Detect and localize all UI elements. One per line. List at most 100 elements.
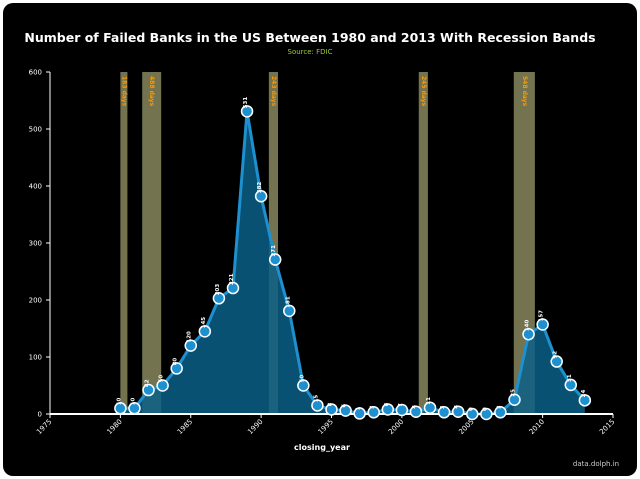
data-label: 3 xyxy=(440,405,446,409)
data-point xyxy=(564,378,578,392)
data-label: 4 xyxy=(454,405,460,409)
data-label: 10 xyxy=(116,397,122,405)
data-point xyxy=(494,406,507,419)
recession-label: 243 days xyxy=(270,76,277,107)
data-label: 50 xyxy=(159,375,165,383)
data-label: 8 xyxy=(384,402,390,406)
data-label: 25 xyxy=(510,389,516,397)
data-point xyxy=(480,407,493,421)
chart-title: Number of Failed Banks in the US Between… xyxy=(24,30,595,45)
x-tick-label: 2015 xyxy=(598,418,616,436)
data-label: 15 xyxy=(313,395,319,403)
x-tick-label: 1980 xyxy=(106,418,124,436)
x-axis-label: closing_year xyxy=(294,443,350,452)
series-area xyxy=(120,111,585,414)
data-label: 157 xyxy=(539,310,545,322)
data-label: 3 xyxy=(370,405,376,409)
data-label: 0 xyxy=(482,407,488,411)
data-point xyxy=(381,403,395,416)
series-line xyxy=(120,109,586,416)
data-point xyxy=(184,339,197,352)
data-point xyxy=(339,404,352,417)
data-point xyxy=(311,399,324,412)
data-point xyxy=(240,105,254,118)
data-point xyxy=(268,253,282,266)
data-label: 203 xyxy=(215,284,221,296)
data-label: 80 xyxy=(173,358,179,366)
recession-band xyxy=(418,72,428,414)
data-label: 51 xyxy=(567,374,573,382)
data-point xyxy=(466,407,479,421)
data-point xyxy=(423,401,437,414)
data-point xyxy=(578,394,592,407)
recession-band xyxy=(120,72,128,414)
data-label: 120 xyxy=(187,331,193,343)
x-tick-label: 1975 xyxy=(35,418,53,436)
data-label: 145 xyxy=(201,317,207,329)
data-label: 3 xyxy=(496,405,502,409)
y-tick-label: 200 xyxy=(29,297,42,305)
recession-label: 548 days xyxy=(521,76,528,107)
data-label: 221 xyxy=(229,273,235,285)
y-tick-label: 500 xyxy=(29,126,42,134)
data-label: 24 xyxy=(581,389,587,397)
data-point xyxy=(198,325,212,338)
x-tick-label: 2000 xyxy=(387,418,405,436)
data-point xyxy=(297,379,310,392)
data-point xyxy=(395,403,409,417)
data-label: 1 xyxy=(356,406,362,410)
data-label: 531 xyxy=(243,97,249,109)
x-tick-label: 2010 xyxy=(528,418,546,436)
data-point xyxy=(536,318,549,331)
data-label: 11 xyxy=(426,397,432,405)
data-point xyxy=(508,393,521,406)
data-label: 8 xyxy=(328,402,334,406)
data-point xyxy=(254,190,268,203)
data-point xyxy=(451,405,465,418)
x-tick-label: 1985 xyxy=(176,418,194,436)
data-point xyxy=(142,383,155,397)
data-label: 181 xyxy=(285,296,291,308)
recession-label: 488 days xyxy=(148,76,155,107)
data-label: 271 xyxy=(271,245,277,257)
y-tick-label: 400 xyxy=(29,183,42,191)
data-point xyxy=(170,362,183,375)
data-point xyxy=(226,281,240,295)
data-label: 382 xyxy=(257,182,263,194)
data-label: 140 xyxy=(525,320,531,332)
credit-text: data.dolph.in xyxy=(573,460,619,468)
data-point xyxy=(156,379,169,392)
chart-subtitle: Source: FDIC xyxy=(288,48,333,56)
data-point xyxy=(437,406,451,419)
data-point xyxy=(353,407,366,420)
y-tick-label: 100 xyxy=(29,354,42,362)
y-tick-label: 300 xyxy=(29,240,42,248)
data-label: 0 xyxy=(468,407,474,411)
recession-label: 245 days xyxy=(420,76,427,107)
recession-band xyxy=(142,72,162,414)
data-point xyxy=(409,405,423,418)
area-layer xyxy=(120,109,586,416)
recession-band xyxy=(268,72,279,414)
recession-label: 183 days xyxy=(120,76,127,107)
data-label: 50 xyxy=(299,375,305,383)
x-tick-label: 2005 xyxy=(457,418,475,436)
data-point xyxy=(522,327,535,341)
data-label: 92 xyxy=(553,351,559,359)
data-label: 6 xyxy=(342,404,348,408)
x-tick-label: 1995 xyxy=(317,418,335,436)
data-label: 10 xyxy=(130,397,136,405)
data-label: 4 xyxy=(412,405,418,409)
data-label: 7 xyxy=(398,403,404,407)
data-point xyxy=(212,292,226,305)
y-tick-label: 0 xyxy=(38,411,42,419)
data-point xyxy=(367,406,380,419)
data-point xyxy=(283,304,296,318)
data-point xyxy=(114,402,127,415)
data-point xyxy=(128,402,141,415)
y-tick-label: 600 xyxy=(29,69,42,77)
